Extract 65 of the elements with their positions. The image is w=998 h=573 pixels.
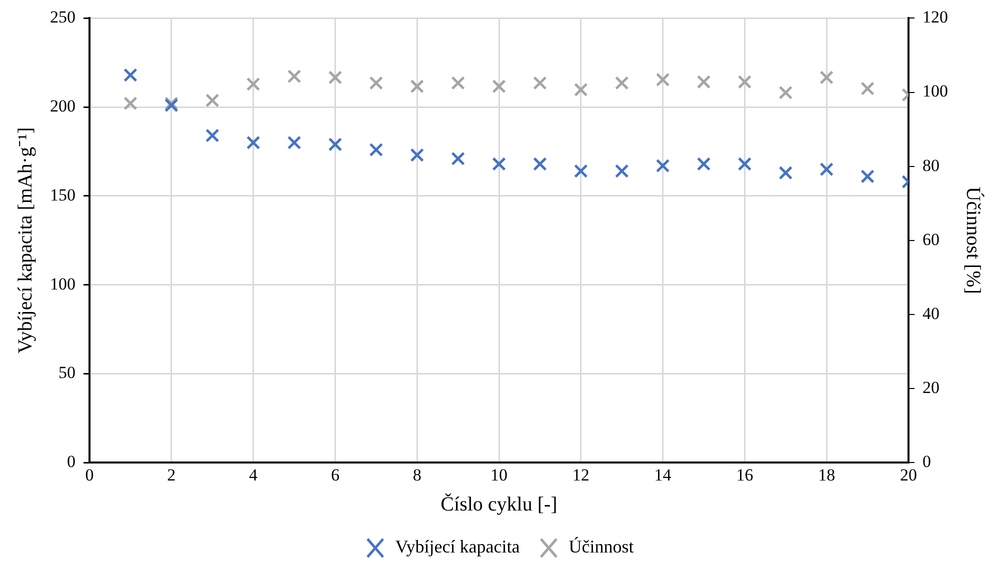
y2-tick-label: 100 — [922, 82, 948, 101]
point — [246, 77, 260, 92]
point — [124, 96, 138, 110]
point — [328, 138, 342, 152]
x-tick-label: 2 — [167, 465, 176, 484]
point — [328, 70, 342, 84]
point — [369, 76, 384, 90]
point — [287, 136, 302, 150]
y2-tick-label: 40 — [922, 304, 940, 323]
y2-tick-label: 60 — [922, 230, 940, 249]
point — [574, 82, 588, 97]
point — [820, 70, 834, 84]
point — [696, 74, 711, 89]
point — [614, 164, 629, 178]
point — [614, 76, 629, 90]
y-tick-label: 100 — [50, 274, 76, 294]
y2-tick-label: 120 — [922, 8, 948, 27]
legend-label: Účinnost — [568, 536, 634, 557]
point — [246, 136, 260, 150]
x-tick-label: 20 — [900, 465, 917, 484]
y2-tick-label: 20 — [922, 378, 940, 397]
point — [410, 148, 424, 162]
y-tick-label: 0 — [67, 452, 76, 472]
point — [124, 68, 138, 82]
point — [451, 76, 465, 90]
point — [656, 158, 670, 173]
point — [860, 170, 874, 184]
x-tick-label: 18 — [818, 465, 836, 484]
point — [492, 79, 506, 94]
point — [451, 152, 465, 166]
point — [205, 128, 220, 142]
point — [410, 79, 424, 94]
x-tick-label: 8 — [412, 465, 422, 484]
point — [778, 166, 793, 180]
x-tick-label: 12 — [572, 465, 590, 484]
x-tick-label: 4 — [249, 465, 258, 484]
y-tick-label: 150 — [50, 185, 76, 204]
point — [492, 157, 506, 171]
legend-label: Vybíjecí kapacita — [395, 536, 520, 557]
x-axis-title: Číslo cyklu [-] — [440, 492, 558, 516]
x-tick-label: 0 — [85, 465, 94, 484]
point — [369, 142, 384, 157]
y-tick-label: 250 — [50, 8, 76, 27]
point — [656, 72, 670, 87]
point — [778, 86, 793, 100]
y-tick-label: 200 — [50, 96, 76, 116]
point — [696, 157, 711, 171]
point — [287, 69, 302, 84]
point — [738, 74, 752, 89]
y2-axis-title: Účinnost [%] — [962, 186, 985, 294]
x-tick-label: 10 — [490, 465, 508, 484]
point — [533, 76, 547, 90]
point — [820, 162, 834, 176]
y2-tick-label: 0 — [922, 452, 931, 472]
point — [738, 157, 752, 171]
x-tick-label: 6 — [330, 465, 340, 484]
y-tick-label: 50 — [58, 363, 76, 382]
point — [574, 164, 588, 178]
y-axis-title: Vybíjecí kapacita [mAh·g⁻¹] — [14, 127, 36, 354]
point — [860, 82, 874, 96]
point — [205, 94, 220, 108]
x-tick-label: 14 — [654, 465, 672, 484]
point — [533, 157, 547, 171]
x-tick-label: 16 — [736, 465, 754, 484]
y2-tick-label: 80 — [922, 156, 940, 175]
